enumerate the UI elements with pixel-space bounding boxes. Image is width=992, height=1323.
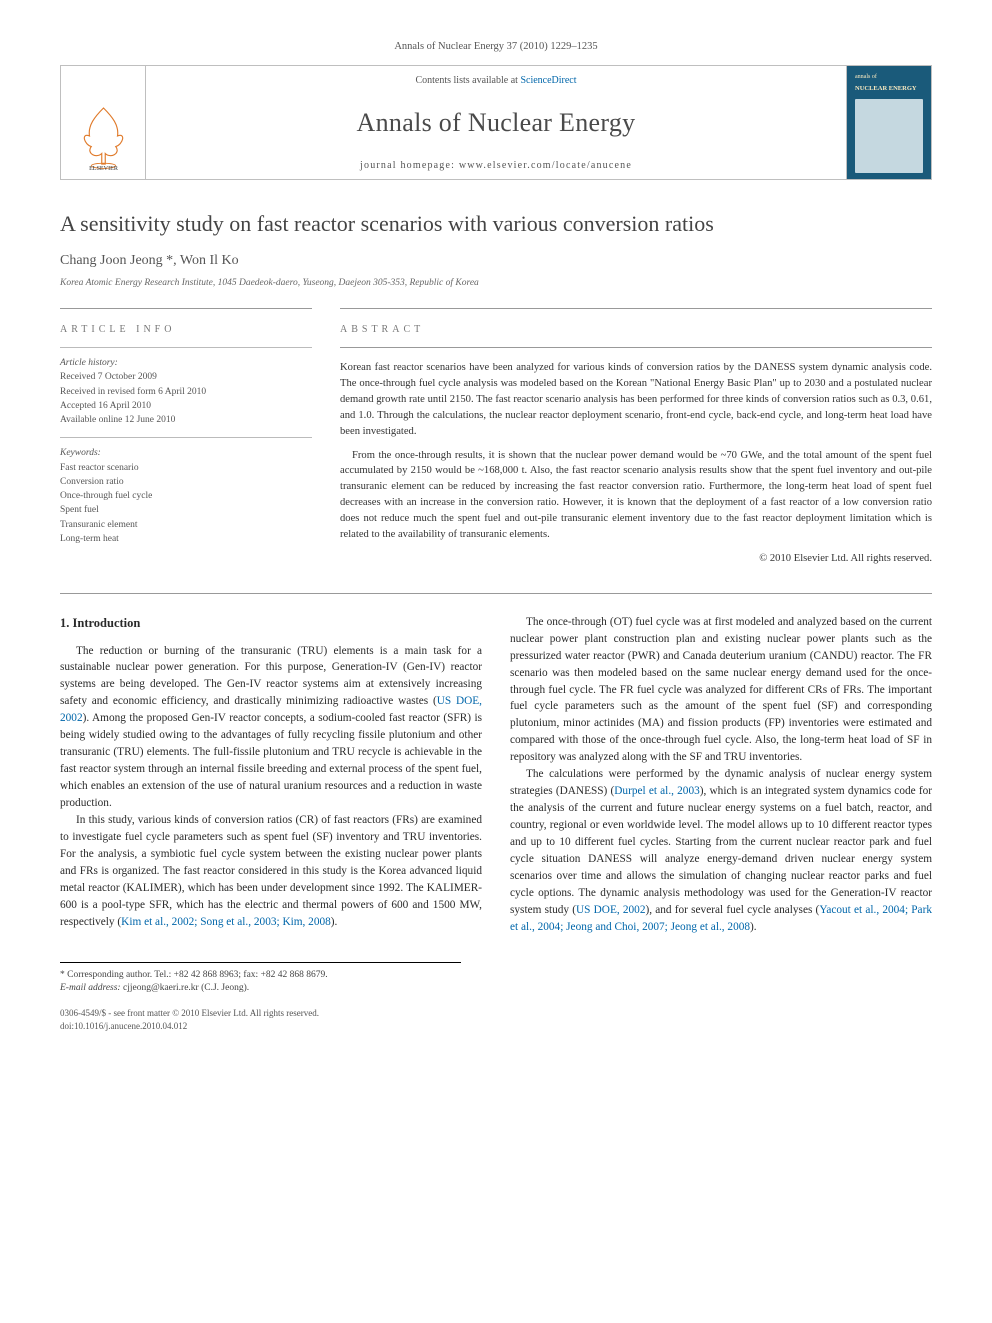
cover-title-line1: annals of — [851, 72, 927, 83]
text-span: ), and for several fuel cycle analyses ( — [645, 904, 819, 916]
abstract-heading: abstract — [340, 308, 932, 347]
journal-cover-thumb: annals of NUCLEAR ENERGY — [846, 66, 931, 179]
history-line: Available online 12 June 2010 — [60, 413, 312, 427]
corresponding-author: * Corresponding author. Tel.: +82 42 868… — [60, 969, 461, 982]
running-head: Annals of Nuclear Energy 37 (2010) 1229–… — [60, 40, 932, 55]
body-para: The calculations were performed by the d… — [510, 766, 932, 935]
section-heading: 1. Introduction — [60, 614, 482, 633]
doi-line: doi:10.1016/j.anucene.2010.04.012 — [60, 1020, 932, 1033]
history-line: Accepted 16 April 2010 — [60, 399, 312, 413]
body-para: In this study, various kinds of conversi… — [60, 812, 482, 931]
email-line: E-mail address: cjjeong@kaeri.re.kr (C.J… — [60, 982, 461, 995]
contents-prefix: Contents lists available at — [415, 75, 520, 86]
body-para: The once-through (OT) fuel cycle was at … — [510, 614, 932, 766]
article-info-column: article info Article history: Received 7… — [60, 308, 312, 567]
text-span: ). — [331, 916, 338, 928]
keywords-label: Keywords: — [60, 446, 312, 460]
keyword: Transuranic element — [60, 518, 312, 532]
info-abstract-row: article info Article history: Received 7… — [60, 308, 932, 567]
journal-name: Annals of Nuclear Energy — [357, 105, 636, 141]
cover-body — [855, 99, 923, 173]
citation-link[interactable]: Kim et al., 2002; Song et al., 2003; Kim… — [121, 916, 331, 928]
svg-text:ELSEVIER: ELSEVIER — [89, 166, 119, 171]
cover-title-line2: NUCLEAR ENERGY — [851, 83, 927, 95]
text-span: ). — [750, 921, 757, 933]
abstract-body: Korean fast reactor scenarios have been … — [340, 347, 932, 567]
citation-link[interactable]: US DOE, 2002 — [576, 904, 645, 916]
history-line: Received in revised form 6 April 2010 — [60, 385, 312, 399]
keyword: Once-through fuel cycle — [60, 489, 312, 503]
affiliation: Korea Atomic Energy Research Institute, … — [60, 277, 932, 290]
body-columns: 1. Introduction The reduction or burning… — [60, 614, 932, 936]
history-label: Article history: — [60, 356, 312, 370]
body-para: The reduction or burning of the transura… — [60, 643, 482, 812]
text-span: ). Among the proposed Gen-IV reactor con… — [60, 712, 482, 809]
abstract-column: abstract Korean fast reactor scenarios h… — [340, 308, 932, 567]
email-label: E-mail address: — [60, 983, 121, 993]
journal-homepage: journal homepage: www.elsevier.com/locat… — [360, 159, 632, 173]
abstract-para: Korean fast reactor scenarios have been … — [340, 360, 932, 439]
history-line: Received 7 October 2009 — [60, 370, 312, 384]
contents-lists-line: Contents lists available at ScienceDirec… — [415, 74, 576, 88]
issn-line: 0306-4549/$ - see front matter © 2010 El… — [60, 1007, 932, 1020]
footnotes: * Corresponding author. Tel.: +82 42 868… — [60, 962, 461, 996]
abstract-copyright: © 2010 Elsevier Ltd. All rights reserved… — [340, 551, 932, 567]
article-history-block: Article history: Received 7 October 2009… — [60, 347, 312, 437]
keyword: Fast reactor scenario — [60, 461, 312, 475]
page-footer: 0306-4549/$ - see front matter © 2010 El… — [60, 1007, 932, 1032]
citation-link[interactable]: Durpel et al., 2003 — [614, 785, 699, 797]
text-span: In this study, various kinds of conversi… — [60, 814, 482, 911]
journal-banner: ELSEVIER Contents lists available at Sci… — [60, 65, 932, 180]
keyword: Spent fuel — [60, 503, 312, 517]
authors: Chang Joon Jeong *, Won Il Ko — [60, 251, 932, 271]
abstract-para: From the once-through results, it is sho… — [340, 448, 932, 543]
article-info-heading: article info — [60, 308, 312, 347]
article-title: A sensitivity study on fast reactor scen… — [60, 210, 932, 238]
elsevier-tree-icon: ELSEVIER — [76, 101, 131, 171]
keyword: Conversion ratio — [60, 475, 312, 489]
text-span: The reduction or burning of the transura… — [60, 645, 482, 708]
publisher-logo: ELSEVIER — [61, 66, 146, 179]
email-address: cjjeong@kaeri.re.kr (C.J. Jeong). — [123, 983, 249, 993]
text-span: ), which is an integrated system dynamic… — [510, 785, 932, 916]
keyword: Long-term heat — [60, 532, 312, 546]
section-divider — [60, 593, 932, 594]
keywords-block: Keywords: Fast reactor scenario Conversi… — [60, 437, 312, 556]
sciencedirect-link[interactable]: ScienceDirect — [520, 75, 576, 86]
banner-center: Contents lists available at ScienceDirec… — [146, 66, 846, 179]
